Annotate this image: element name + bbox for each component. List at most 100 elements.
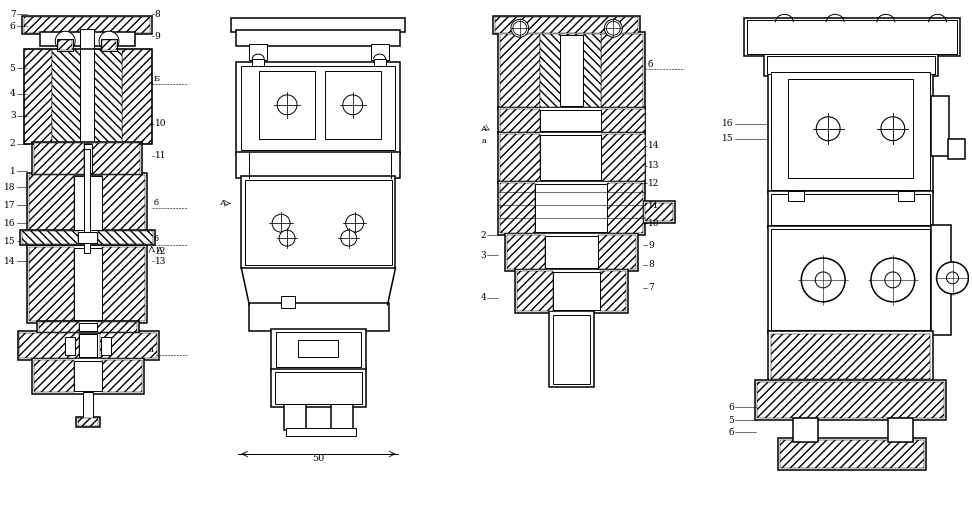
Circle shape <box>947 272 958 284</box>
Text: 12: 12 <box>648 179 660 188</box>
Bar <box>24 49 52 144</box>
Text: 16: 16 <box>4 219 16 228</box>
Bar <box>779 438 925 470</box>
Bar <box>793 418 818 442</box>
Bar <box>798 75 809 168</box>
Bar <box>92 143 140 175</box>
Circle shape <box>99 31 119 51</box>
Text: 18: 18 <box>4 183 16 192</box>
Bar <box>80 29 94 174</box>
Circle shape <box>885 272 901 288</box>
Bar <box>41 32 135 46</box>
Bar <box>504 233 639 271</box>
Bar <box>643 201 675 223</box>
Bar <box>22 231 78 244</box>
Bar <box>898 191 914 201</box>
Bar <box>769 226 932 333</box>
Circle shape <box>871 258 915 302</box>
Bar <box>78 418 98 426</box>
Bar <box>756 382 944 418</box>
Bar <box>560 35 583 106</box>
Bar <box>539 135 602 180</box>
Bar <box>102 247 145 321</box>
Circle shape <box>511 19 529 37</box>
Circle shape <box>279 230 295 246</box>
Bar <box>20 230 155 245</box>
Bar <box>78 232 97 243</box>
Bar <box>930 96 949 155</box>
Bar <box>788 79 913 178</box>
Bar <box>602 34 643 107</box>
Bar <box>645 203 673 221</box>
Bar <box>79 323 97 331</box>
Bar <box>602 109 645 132</box>
Bar <box>535 185 608 232</box>
Bar <box>539 34 602 107</box>
Bar <box>100 333 156 358</box>
Bar <box>24 49 152 144</box>
Bar <box>599 235 637 269</box>
Bar <box>84 392 93 422</box>
Circle shape <box>605 19 622 37</box>
Bar <box>948 139 965 158</box>
Circle shape <box>816 117 840 141</box>
Bar <box>58 40 72 50</box>
Bar <box>40 322 79 332</box>
Bar <box>893 75 903 168</box>
Circle shape <box>937 262 968 294</box>
Bar <box>17 331 158 360</box>
Bar <box>241 66 396 150</box>
Circle shape <box>343 95 363 115</box>
Bar <box>772 195 929 225</box>
Bar <box>767 56 935 74</box>
Bar <box>236 62 400 154</box>
Bar <box>498 132 645 184</box>
Bar <box>918 75 927 168</box>
Bar <box>544 236 599 268</box>
Bar <box>271 328 365 370</box>
Bar <box>539 110 602 131</box>
Text: 7: 7 <box>648 283 654 292</box>
Bar <box>769 191 932 228</box>
Circle shape <box>801 258 845 302</box>
Bar <box>498 107 645 134</box>
Bar <box>34 360 74 392</box>
Text: 16: 16 <box>722 119 734 128</box>
Bar <box>500 34 539 107</box>
Bar <box>19 333 79 358</box>
Bar <box>271 369 365 407</box>
Bar <box>298 339 338 358</box>
Text: 17: 17 <box>4 201 16 210</box>
Text: 3: 3 <box>480 251 486 259</box>
Bar <box>608 184 643 233</box>
Circle shape <box>513 21 527 35</box>
Text: 8: 8 <box>648 260 654 269</box>
Bar <box>769 331 932 382</box>
Text: 50: 50 <box>312 454 324 463</box>
Text: 3: 3 <box>10 111 16 120</box>
Bar <box>500 134 539 181</box>
Text: 11: 11 <box>648 201 660 210</box>
Text: А: А <box>220 199 226 207</box>
Text: 10: 10 <box>648 219 660 228</box>
Bar <box>22 16 152 34</box>
Bar <box>774 75 783 168</box>
Bar <box>253 59 264 69</box>
Bar <box>601 271 626 311</box>
Bar <box>281 296 295 308</box>
Text: б: б <box>154 235 158 243</box>
Circle shape <box>341 230 357 246</box>
Text: А: А <box>480 124 487 133</box>
Bar <box>32 358 144 394</box>
Text: а: а <box>482 137 487 145</box>
Text: 13: 13 <box>648 161 660 170</box>
Bar <box>772 72 929 190</box>
Bar <box>553 272 601 310</box>
Bar <box>74 248 102 320</box>
Circle shape <box>346 214 364 232</box>
Circle shape <box>55 31 75 51</box>
Text: 6: 6 <box>728 403 734 412</box>
Bar <box>772 334 929 379</box>
Bar <box>57 39 73 51</box>
Bar <box>769 69 932 194</box>
